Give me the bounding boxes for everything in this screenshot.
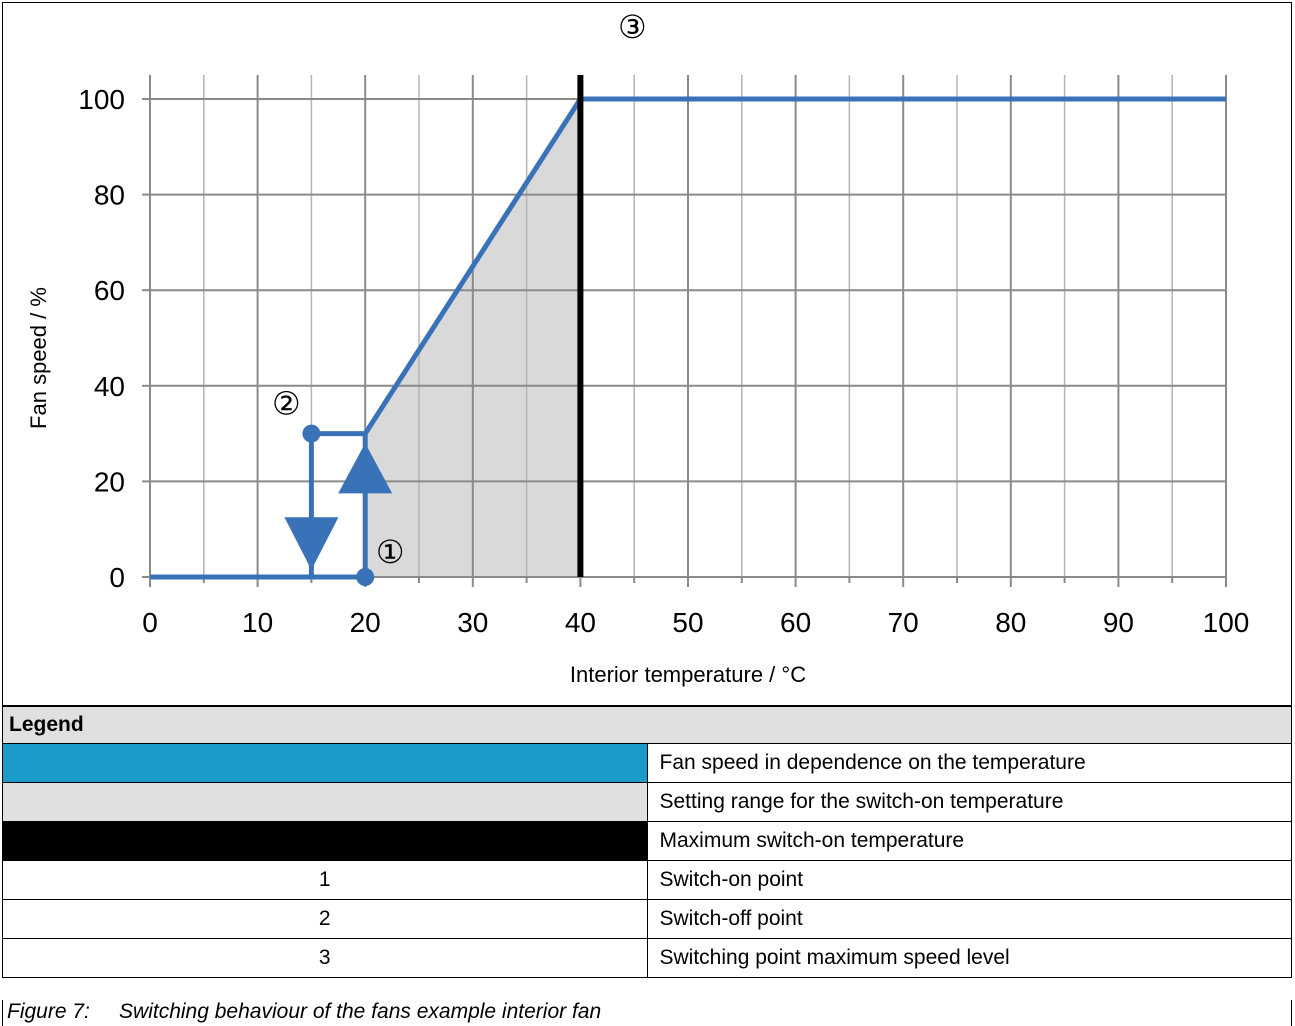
x-tick-label: 90 [1103, 607, 1134, 638]
fan-speed-line [150, 96, 1226, 580]
chart-panel: 0 10 20 30 40 50 60 70 80 90 100 0 20 40 60 80 100 Interi… [2, 2, 1292, 706]
y-tick-label: 20 [94, 466, 125, 497]
x-tick-label: 60 [780, 607, 811, 638]
legend-text: Switch-on point [646, 860, 1292, 900]
legend-row: Maximum switch-on temperature [2, 821, 1292, 861]
y-tick-label: 40 [94, 371, 125, 402]
annotation-marker: ① [376, 534, 405, 570]
fan-speed-chart: 0 10 20 30 40 50 60 70 80 90 100 0 20 40 60 80 100 Interi… [26, 9, 1250, 687]
hysteresis-line [308, 431, 366, 577]
legend-text: Maximum switch-on temperature [646, 821, 1292, 861]
legend-key-number: 1 [2, 860, 648, 900]
switch-on-point [356, 568, 375, 586]
y-tick-label: 0 [109, 562, 125, 593]
x-tick-label: 30 [457, 607, 488, 638]
x-tick-label: 50 [672, 607, 703, 638]
legend-row: 3 Switching point maximum speed level [2, 938, 1292, 978]
legend-row: Fan speed in dependence on the temperatu… [2, 743, 1292, 783]
x-tick-label: 70 [888, 607, 919, 638]
legend-key-max-temp-swatch [2, 821, 648, 861]
x-tick-label: 100 [1203, 607, 1250, 638]
legend-key-fan-speed-swatch [2, 743, 648, 783]
x-tick-label: 20 [350, 607, 381, 638]
x-tick-label: 80 [995, 607, 1026, 638]
up-arrow [338, 443, 393, 494]
legend-title: Legend [2, 706, 1292, 744]
legend-row: 2 Switch-off point [2, 899, 1292, 939]
annotation-marker: ② [272, 386, 301, 422]
legend-text: Setting range for the switch-on temperat… [646, 782, 1292, 822]
y-axis-title: Fan speed / % [26, 287, 51, 429]
x-tick-label: 0 [142, 607, 158, 638]
down-arrow [284, 517, 339, 570]
legend-text: Fan speed in dependence on the temperatu… [646, 743, 1292, 783]
y-tick-label: 60 [94, 275, 125, 306]
legend-row: 1 Switch-on point [2, 860, 1292, 900]
switch-off-point [302, 424, 321, 443]
legend-key-setting-range-swatch [2, 782, 648, 822]
annotation-marker: ③ [618, 9, 647, 45]
figure-caption: Figure 7: Switching behaviour of the fan… [2, 1000, 1292, 1026]
y-tick-label: 100 [78, 84, 125, 115]
x-axis-title: Interior temperature / °C [570, 662, 806, 687]
legend-table: Legend Fan speed in dependence on the te… [2, 706, 1292, 978]
x-tick-label: 10 [242, 607, 273, 638]
legend-text: Switching point maximum speed level [646, 938, 1292, 978]
legend-key-number: 3 [2, 938, 648, 978]
x-tick-label: 40 [565, 607, 596, 638]
y-tick-label: 80 [94, 180, 125, 211]
legend-row: Setting range for the switch-on temperat… [2, 782, 1292, 822]
legend-text: Switch-off point [646, 899, 1292, 939]
legend-key-number: 2 [2, 899, 648, 939]
legend-header-row: Legend [2, 706, 1292, 744]
